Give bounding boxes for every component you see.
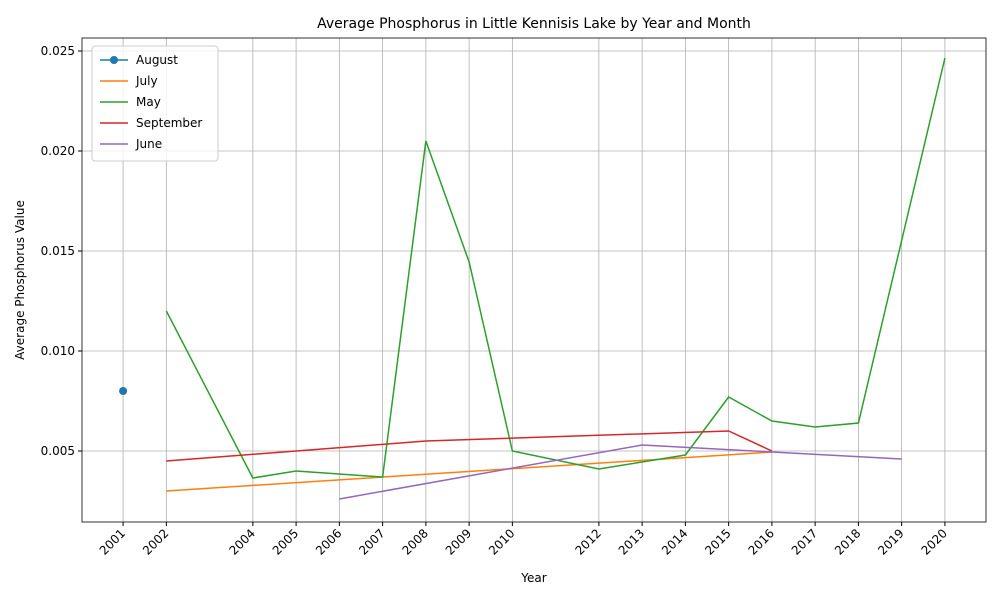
x-axis-label: Year (520, 571, 546, 585)
legend-label: June (135, 137, 162, 151)
point (119, 387, 128, 395)
legend-label: July (135, 74, 158, 88)
y-tick-label: 0.010 (41, 344, 75, 358)
line (339, 444, 902, 500)
y-axis-label: Average Phosphorus Value (13, 200, 27, 360)
legend: August July May September June (91, 45, 219, 162)
legend-marker (110, 56, 118, 64)
y-tick-label: 0.020 (41, 144, 75, 158)
legend-label: September (136, 116, 202, 130)
line (166, 451, 772, 492)
chart-title: Average Phosphorus in Little Kennisis La… (317, 16, 751, 32)
legend-label: August (136, 53, 178, 67)
legend-label: May (136, 95, 161, 109)
line (166, 430, 773, 462)
y-tick-label: 0.005 (41, 444, 75, 458)
plot-frame (81, 37, 987, 523)
y-tick-label: 0.015 (41, 244, 75, 258)
legend-box (91, 45, 219, 162)
y-tick-label: 0.025 (41, 44, 75, 58)
